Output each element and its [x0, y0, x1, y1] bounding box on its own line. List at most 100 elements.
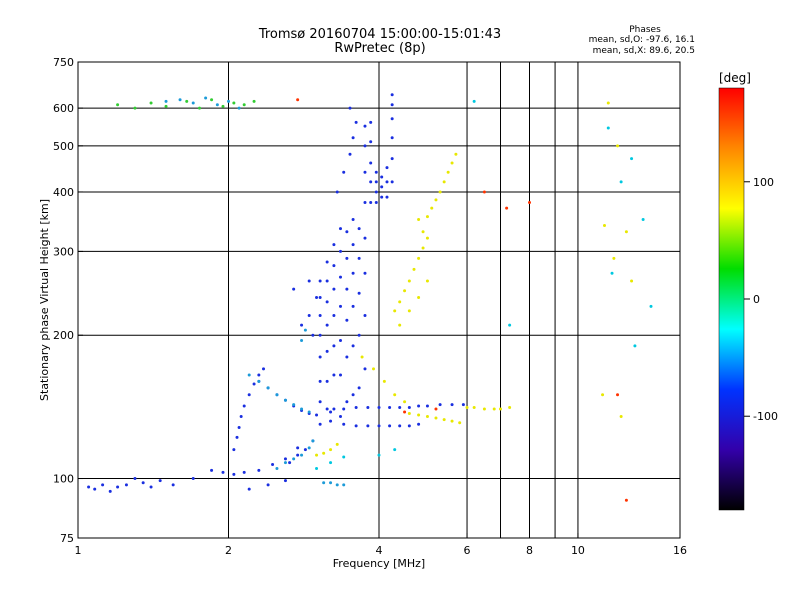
- data-point: [624, 498, 628, 502]
- data-point: [342, 455, 346, 459]
- data-point: [357, 227, 361, 231]
- y-tick-label: 600: [53, 102, 74, 115]
- colorbar-tick-label: -100: [753, 410, 778, 423]
- data-point: [325, 300, 329, 304]
- y-tick-label: 300: [53, 245, 74, 258]
- data-point: [237, 106, 241, 110]
- data-point: [461, 403, 465, 407]
- data-point: [390, 93, 394, 97]
- data-point: [332, 344, 336, 348]
- data-point: [335, 483, 339, 487]
- data-point: [345, 230, 349, 234]
- data-point: [325, 379, 329, 383]
- data-point: [369, 161, 373, 165]
- data-point: [338, 275, 342, 279]
- data-point: [318, 314, 322, 318]
- data-point: [164, 99, 168, 103]
- data-point: [366, 406, 370, 410]
- data-point: [133, 106, 137, 110]
- data-point: [311, 439, 315, 443]
- data-point: [318, 379, 322, 383]
- data-point: [357, 291, 361, 295]
- data-point: [335, 190, 339, 194]
- y-tick-labels: 75 100 200 300 400 500 600 750: [53, 56, 83, 545]
- data-point: [198, 106, 202, 110]
- data-point: [262, 367, 266, 371]
- data-point: [388, 406, 392, 410]
- data-point: [357, 256, 361, 260]
- data-point: [351, 243, 355, 247]
- data-point: [369, 201, 373, 205]
- data-point: [633, 344, 637, 348]
- data-point: [363, 170, 367, 174]
- data-point: [385, 166, 389, 170]
- data-point: [332, 314, 336, 318]
- data-point: [385, 195, 389, 199]
- data-point: [332, 373, 336, 377]
- data-point: [417, 404, 421, 408]
- data-point: [425, 215, 429, 219]
- data-point: [348, 152, 352, 156]
- data-point: [338, 249, 342, 253]
- data-point: [318, 422, 322, 426]
- data-point: [351, 136, 355, 140]
- data-point: [296, 446, 300, 450]
- data-point: [266, 386, 270, 390]
- data-point: [318, 279, 322, 283]
- data-point: [382, 379, 386, 383]
- data-point: [377, 406, 381, 410]
- data-point: [252, 382, 256, 386]
- data-point: [338, 338, 342, 342]
- data-point: [438, 403, 442, 407]
- data-point: [300, 407, 304, 411]
- data-point: [232, 101, 236, 105]
- data-point: [354, 424, 358, 428]
- data-point: [528, 201, 531, 205]
- data-point: [325, 279, 329, 283]
- data-point: [363, 144, 367, 148]
- data-point: [425, 279, 429, 283]
- data-point: [390, 103, 394, 107]
- data-point: [606, 126, 610, 130]
- data-point: [412, 267, 416, 271]
- data-point: [351, 304, 355, 308]
- data-point: [332, 243, 336, 247]
- data-point: [242, 470, 246, 474]
- data-point: [505, 206, 509, 210]
- data-point: [303, 448, 307, 452]
- data-point: [425, 404, 429, 408]
- colorbar-label: [deg]: [719, 71, 751, 85]
- data-point: [610, 271, 614, 275]
- data-point: [210, 98, 214, 102]
- data-point: [124, 483, 128, 487]
- data-point: [318, 296, 322, 300]
- data-point: [425, 236, 429, 240]
- data-point: [450, 419, 454, 423]
- data-point: [482, 190, 486, 194]
- data-point: [329, 481, 333, 485]
- data-point: [417, 422, 421, 426]
- data-point: [332, 264, 336, 268]
- data-point: [492, 407, 496, 411]
- x-tick-label: 4: [376, 544, 383, 557]
- data-point: [345, 318, 349, 322]
- data-point: [252, 99, 256, 103]
- x-tick-label: 2: [225, 544, 232, 557]
- colorbar: [718, 87, 745, 511]
- data-point: [307, 314, 311, 318]
- data-point: [322, 481, 326, 485]
- data-point: [283, 398, 287, 402]
- data-point: [300, 338, 304, 342]
- data-point: [318, 333, 322, 337]
- data-point: [221, 104, 225, 108]
- data-point: [315, 413, 319, 417]
- data-point: [338, 304, 342, 308]
- data-point: [315, 296, 319, 300]
- data-point: [247, 393, 251, 397]
- data-point: [345, 400, 349, 404]
- data-point: [369, 140, 373, 144]
- data-point: [351, 271, 355, 275]
- data-point: [482, 407, 486, 411]
- y-tick-label: 100: [53, 473, 74, 486]
